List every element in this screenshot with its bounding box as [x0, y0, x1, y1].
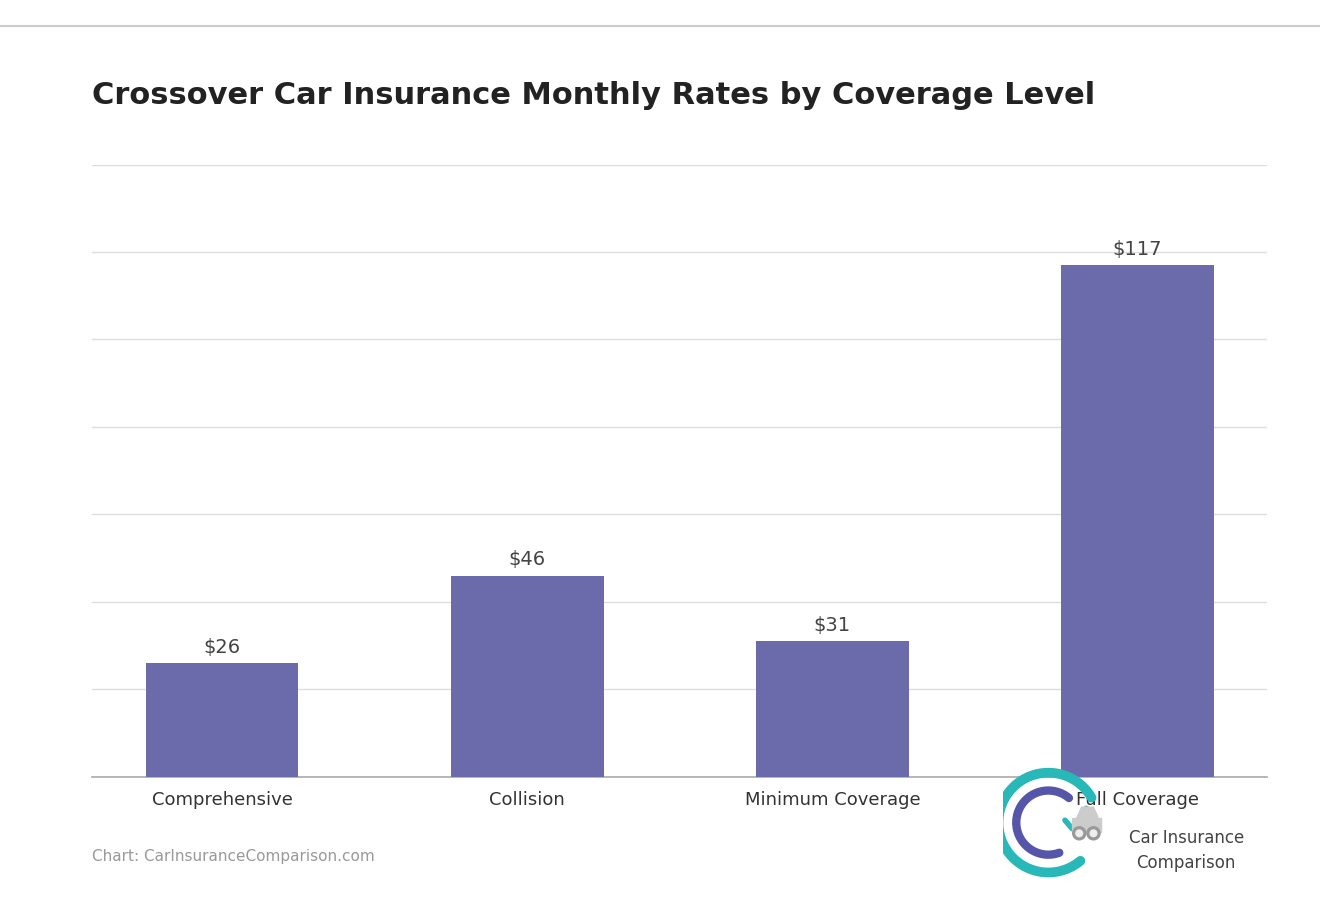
Circle shape — [1073, 827, 1086, 840]
Text: $31: $31 — [814, 616, 851, 634]
Bar — [1061, 265, 1214, 777]
Circle shape — [1076, 830, 1082, 836]
Text: $117: $117 — [1113, 239, 1163, 259]
Text: Crossover Car Insurance Monthly Rates by Coverage Level: Crossover Car Insurance Monthly Rates by… — [92, 80, 1096, 110]
Text: $46: $46 — [508, 550, 545, 569]
Polygon shape — [1072, 818, 1101, 832]
Text: Car Insurance
Comparison: Car Insurance Comparison — [1129, 828, 1243, 872]
Bar — [756, 642, 908, 777]
Bar — [451, 576, 603, 777]
Polygon shape — [1077, 807, 1098, 818]
Circle shape — [1086, 827, 1100, 840]
Bar — [145, 664, 298, 777]
Text: Chart: CarInsuranceComparison.com: Chart: CarInsuranceComparison.com — [92, 849, 375, 864]
Circle shape — [1090, 830, 1097, 836]
Text: $26: $26 — [203, 638, 240, 656]
